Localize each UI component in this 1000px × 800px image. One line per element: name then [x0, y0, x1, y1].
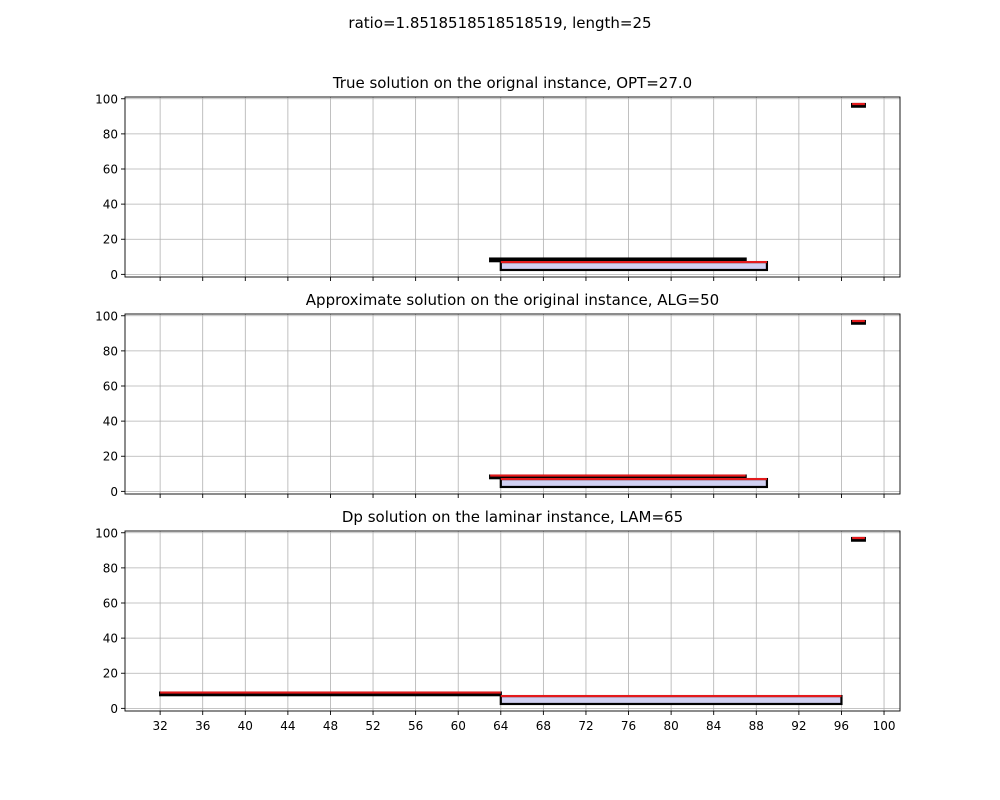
interval-rect [499, 694, 843, 706]
x-tick-label: 52 [365, 719, 380, 733]
x-tick-label: 64 [493, 719, 508, 733]
x-tick-label: 36 [195, 719, 210, 733]
y-tick-label: 20 [103, 667, 118, 681]
subplot-title: True solution on the orignal instance, O… [332, 74, 692, 92]
y-tick-label: 100 [95, 92, 118, 106]
subplot-2: 0 20 40 60 80 100 Approximate solution on the … [95, 291, 901, 499]
y-tick-label: 40 [103, 198, 118, 212]
y-tick-label: 80 [103, 127, 118, 141]
interval-rect [499, 477, 769, 489]
subplot-1: 0 20 40 60 80 100 True solution on the orignal… [95, 74, 901, 282]
y-tick-label: 60 [103, 163, 118, 177]
y-tick-label: 0 [110, 702, 118, 716]
x-tick-label: 76 [621, 719, 636, 733]
y-tick-label: 80 [103, 561, 118, 575]
x-tick-label: 100 [873, 719, 896, 733]
axes-frame [124, 313, 901, 495]
x-tick-label: 56 [408, 719, 423, 733]
plot-area [125, 314, 900, 494]
subplot-3: 32 36 40 44 48 52 56 60 64 68 72 76 80 84 88 92 96 100 0 20… [95, 508, 901, 733]
subplot-title: Dp solution on the laminar instance, LAM… [342, 508, 683, 526]
x-tick-label: 60 [451, 719, 466, 733]
y-tick-label: 100 [95, 309, 118, 323]
subplot-title: Approximate solution on the original ins… [306, 291, 719, 309]
y-tick-label: 20 [103, 233, 118, 247]
y-tick-label: 0 [110, 485, 118, 499]
figure-suptitle: ratio=1.8518518518518519, length=25 [348, 14, 651, 32]
x-tick-label: 40 [238, 719, 253, 733]
x-tick-label: 44 [280, 719, 295, 733]
x-tick-label: 72 [578, 719, 593, 733]
x-tick-label: 80 [663, 719, 678, 733]
y-tick-label: 0 [110, 268, 118, 282]
x-tick-label: 96 [834, 719, 849, 733]
x-tick-label: 48 [323, 719, 338, 733]
x-tick-label: 92 [791, 719, 806, 733]
x-tick-label: 84 [706, 719, 721, 733]
y-tick-label: 40 [103, 632, 118, 646]
x-tick-label: 88 [749, 719, 764, 733]
y-tick-label: 60 [103, 380, 118, 394]
y-tick-label: 60 [103, 597, 118, 611]
axes-frame [124, 96, 901, 278]
y-tick-label: 40 [103, 415, 118, 429]
plot-area [125, 97, 900, 277]
x-tick-label: 32 [152, 719, 167, 733]
x-tick-label: 68 [536, 719, 551, 733]
y-tick-label: 80 [103, 344, 118, 358]
y-tick-label: 100 [95, 526, 118, 540]
axes-frame [124, 530, 901, 712]
y-tick-label: 20 [103, 450, 118, 464]
plot-area [125, 531, 900, 711]
interval-rect [499, 260, 769, 272]
